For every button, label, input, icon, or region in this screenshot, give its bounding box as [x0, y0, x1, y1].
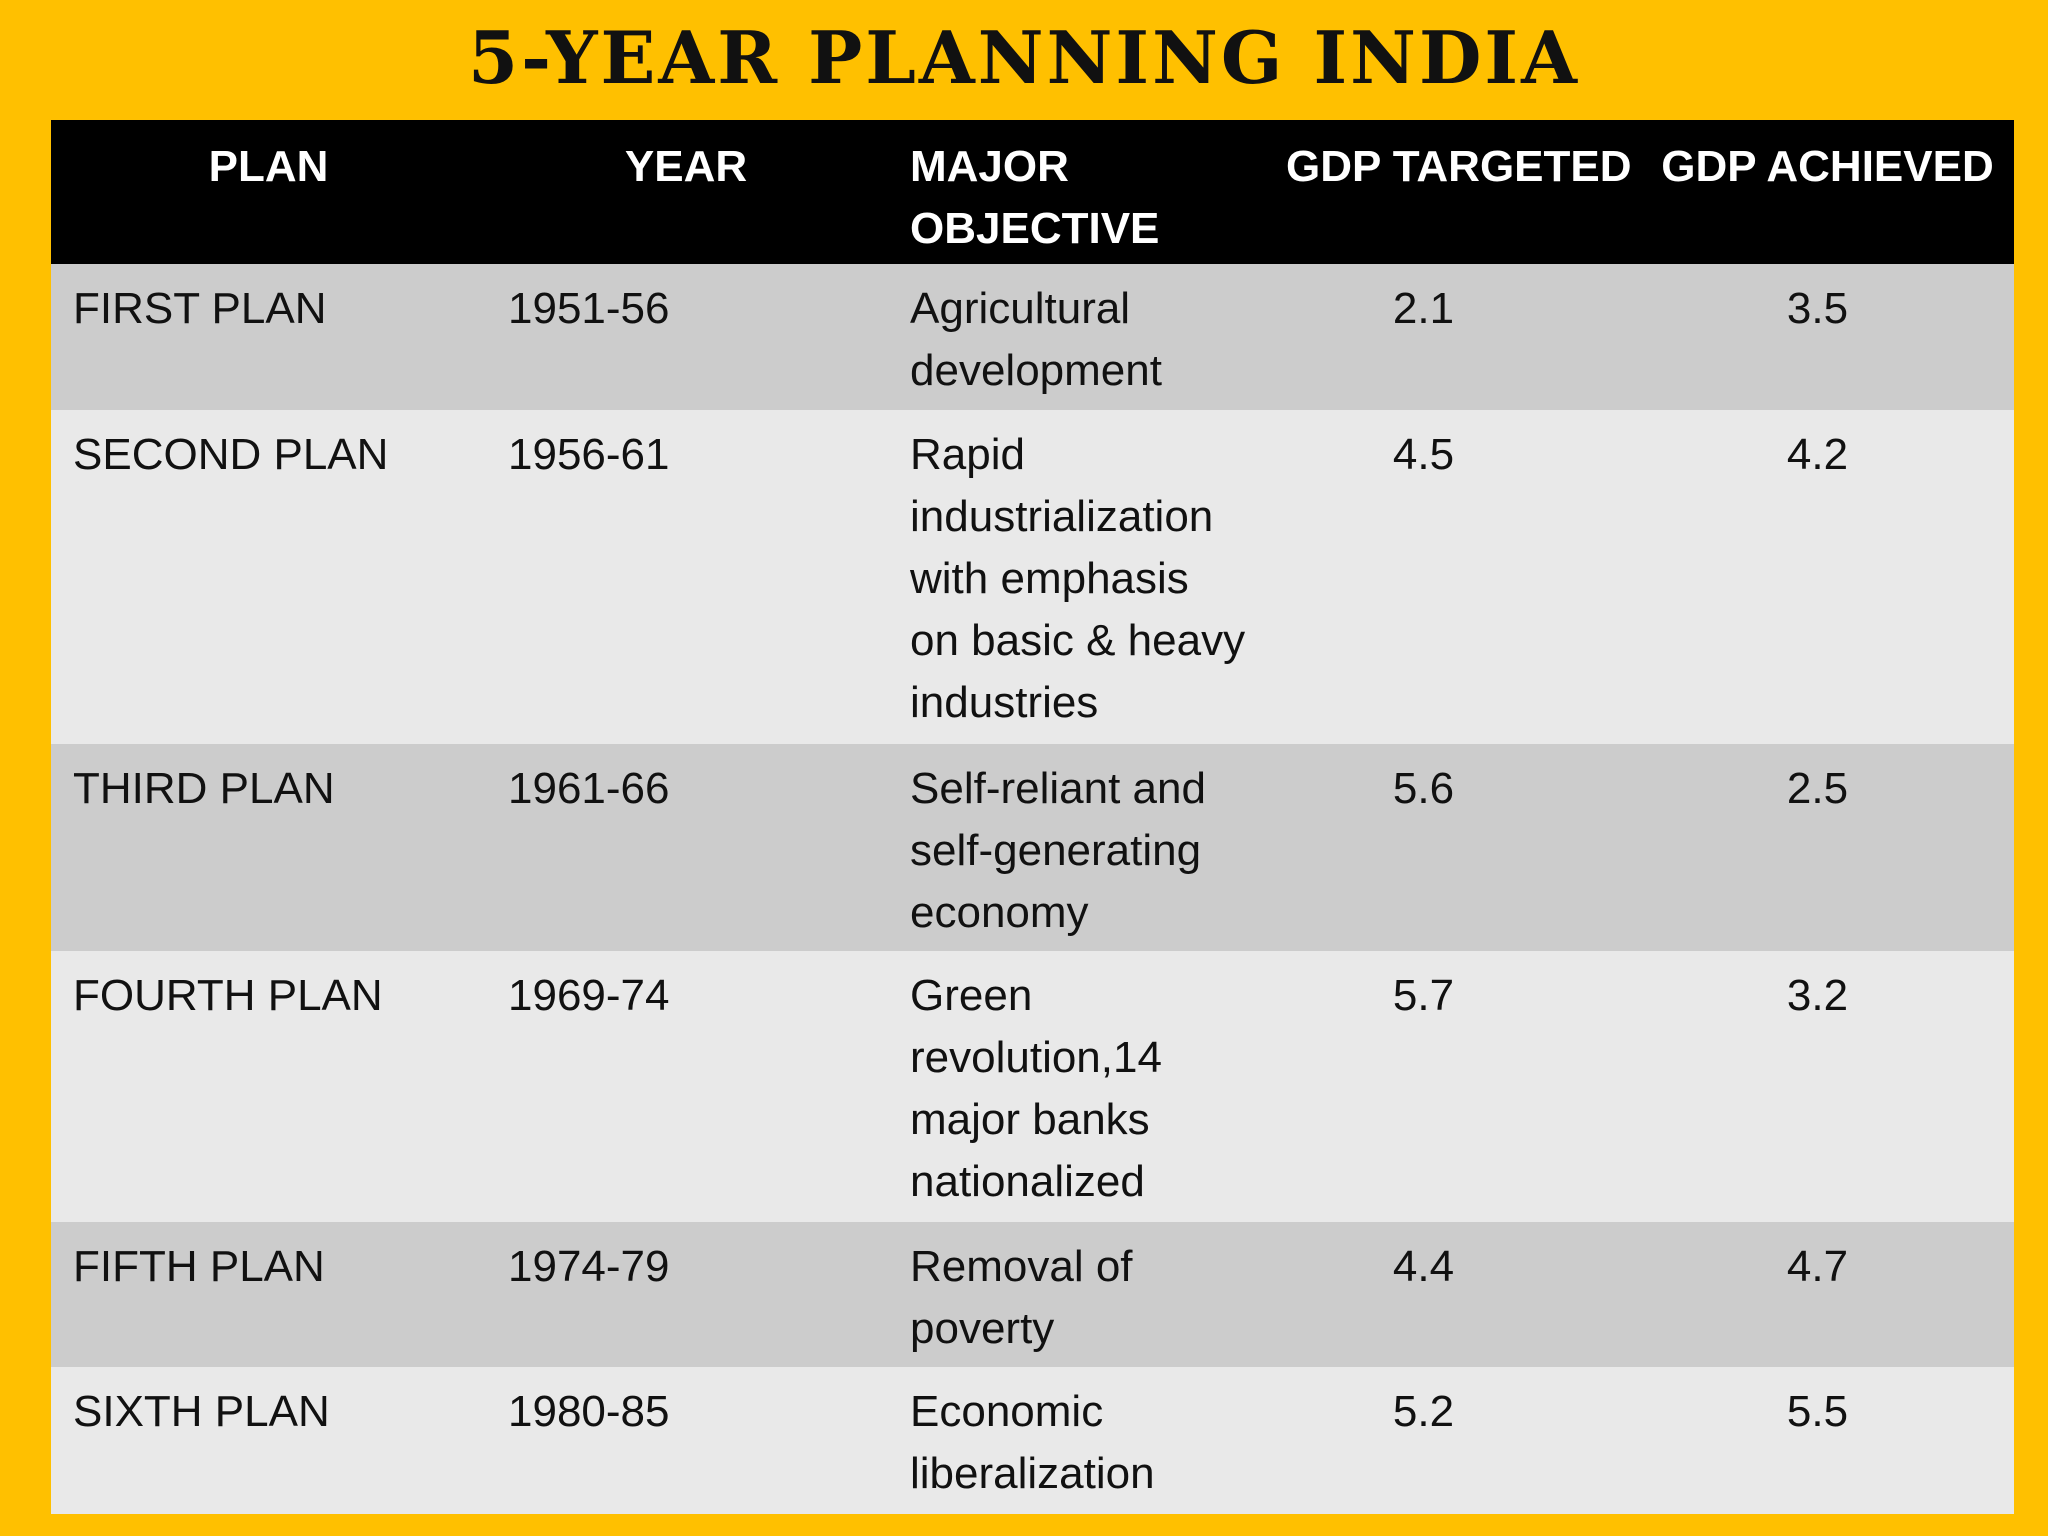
header-row: PLAN YEAR MAJOR OBJECTIVE GDP TARGETED G…: [51, 120, 2014, 264]
cell-gdp-achieved: 5.5: [1786, 1387, 1849, 1436]
page-title: 5-YEAR PLANNING INDIA: [468, 15, 1580, 100]
plans-table-container: PLAN YEAR MAJOR OBJECTIVE GDP TARGETED G…: [51, 120, 2014, 1514]
cell-gdp-targeted: 5.6: [1392, 764, 1455, 813]
header-plan: PLAN: [208, 142, 329, 191]
cell-plan: THIRD PLAN: [73, 764, 335, 813]
table-row: THIRD PLAN 1961-66 Self-reliant and self…: [51, 744, 2014, 951]
cell-objective: Green revolution,14 major banks national…: [910, 971, 1162, 1206]
table-row: SIXTH PLAN 1980-85 Economic liberalizati…: [51, 1367, 2014, 1514]
table-row: FOURTH PLAN 1969-74 Green revolution,14 …: [51, 951, 2014, 1222]
table-row: SECOND PLAN 1956-61 Rapid industrializat…: [51, 410, 2014, 744]
cell-year: 1956-61: [508, 430, 670, 479]
header-gdp-targeted: GDP TARGETED: [1286, 142, 1632, 191]
cell-plan: FOURTH PLAN: [73, 971, 383, 1020]
table-body: FIRST PLAN 1951-56 Agricultural developm…: [51, 264, 2014, 1514]
cell-gdp-targeted: 4.5: [1392, 430, 1455, 479]
cell-objective: Economic liberalization: [910, 1387, 1155, 1498]
table-row: FIFTH PLAN 1974-79 Removal of poverty 4.…: [51, 1222, 2014, 1367]
cell-year: 1961-66: [508, 764, 670, 813]
cell-year: 1980-85: [508, 1387, 670, 1436]
table-header: PLAN YEAR MAJOR OBJECTIVE GDP TARGETED G…: [51, 120, 2014, 264]
cell-gdp-achieved: 4.7: [1786, 1242, 1849, 1291]
cell-objective: Removal of poverty: [910, 1242, 1133, 1353]
cell-objective: Rapid industrialization with emphasis on…: [910, 430, 1246, 727]
cell-objective: Self-reliant and self-generating economy: [910, 764, 1206, 937]
table-row: FIRST PLAN 1951-56 Agricultural developm…: [51, 264, 2014, 410]
header-year: YEAR: [624, 142, 748, 191]
plans-table: PLAN YEAR MAJOR OBJECTIVE GDP TARGETED G…: [51, 120, 2014, 1514]
cell-gdp-targeted: 5.2: [1392, 1387, 1455, 1436]
cell-gdp-targeted: 5.7: [1392, 971, 1455, 1020]
cell-gdp-achieved: 3.2: [1786, 971, 1849, 1020]
cell-year: 1951-56: [508, 284, 670, 333]
cell-plan: FIFTH PLAN: [73, 1242, 325, 1291]
cell-plan: FIRST PLAN: [73, 284, 327, 333]
cell-year: 1969-74: [508, 971, 670, 1020]
cell-year: 1974-79: [508, 1242, 670, 1291]
cell-plan: SIXTH PLAN: [73, 1387, 330, 1436]
header-gdp-achieved: GDP ACHIEVED: [1661, 142, 1994, 191]
cell-objective: Agricultural development: [910, 284, 1162, 395]
cell-gdp-achieved: 3.5: [1786, 284, 1849, 333]
header-objective: MAJOR OBJECTIVE: [886, 120, 1266, 264]
cell-gdp-achieved: 4.2: [1786, 430, 1849, 479]
cell-gdp-targeted: 4.4: [1392, 1242, 1455, 1291]
cell-gdp-targeted: 2.1: [1392, 284, 1455, 333]
cell-gdp-achieved: 2.5: [1786, 764, 1849, 813]
cell-plan: SECOND PLAN: [73, 430, 389, 479]
header-objective-text: MAJOR OBJECTIVE: [910, 142, 1160, 253]
